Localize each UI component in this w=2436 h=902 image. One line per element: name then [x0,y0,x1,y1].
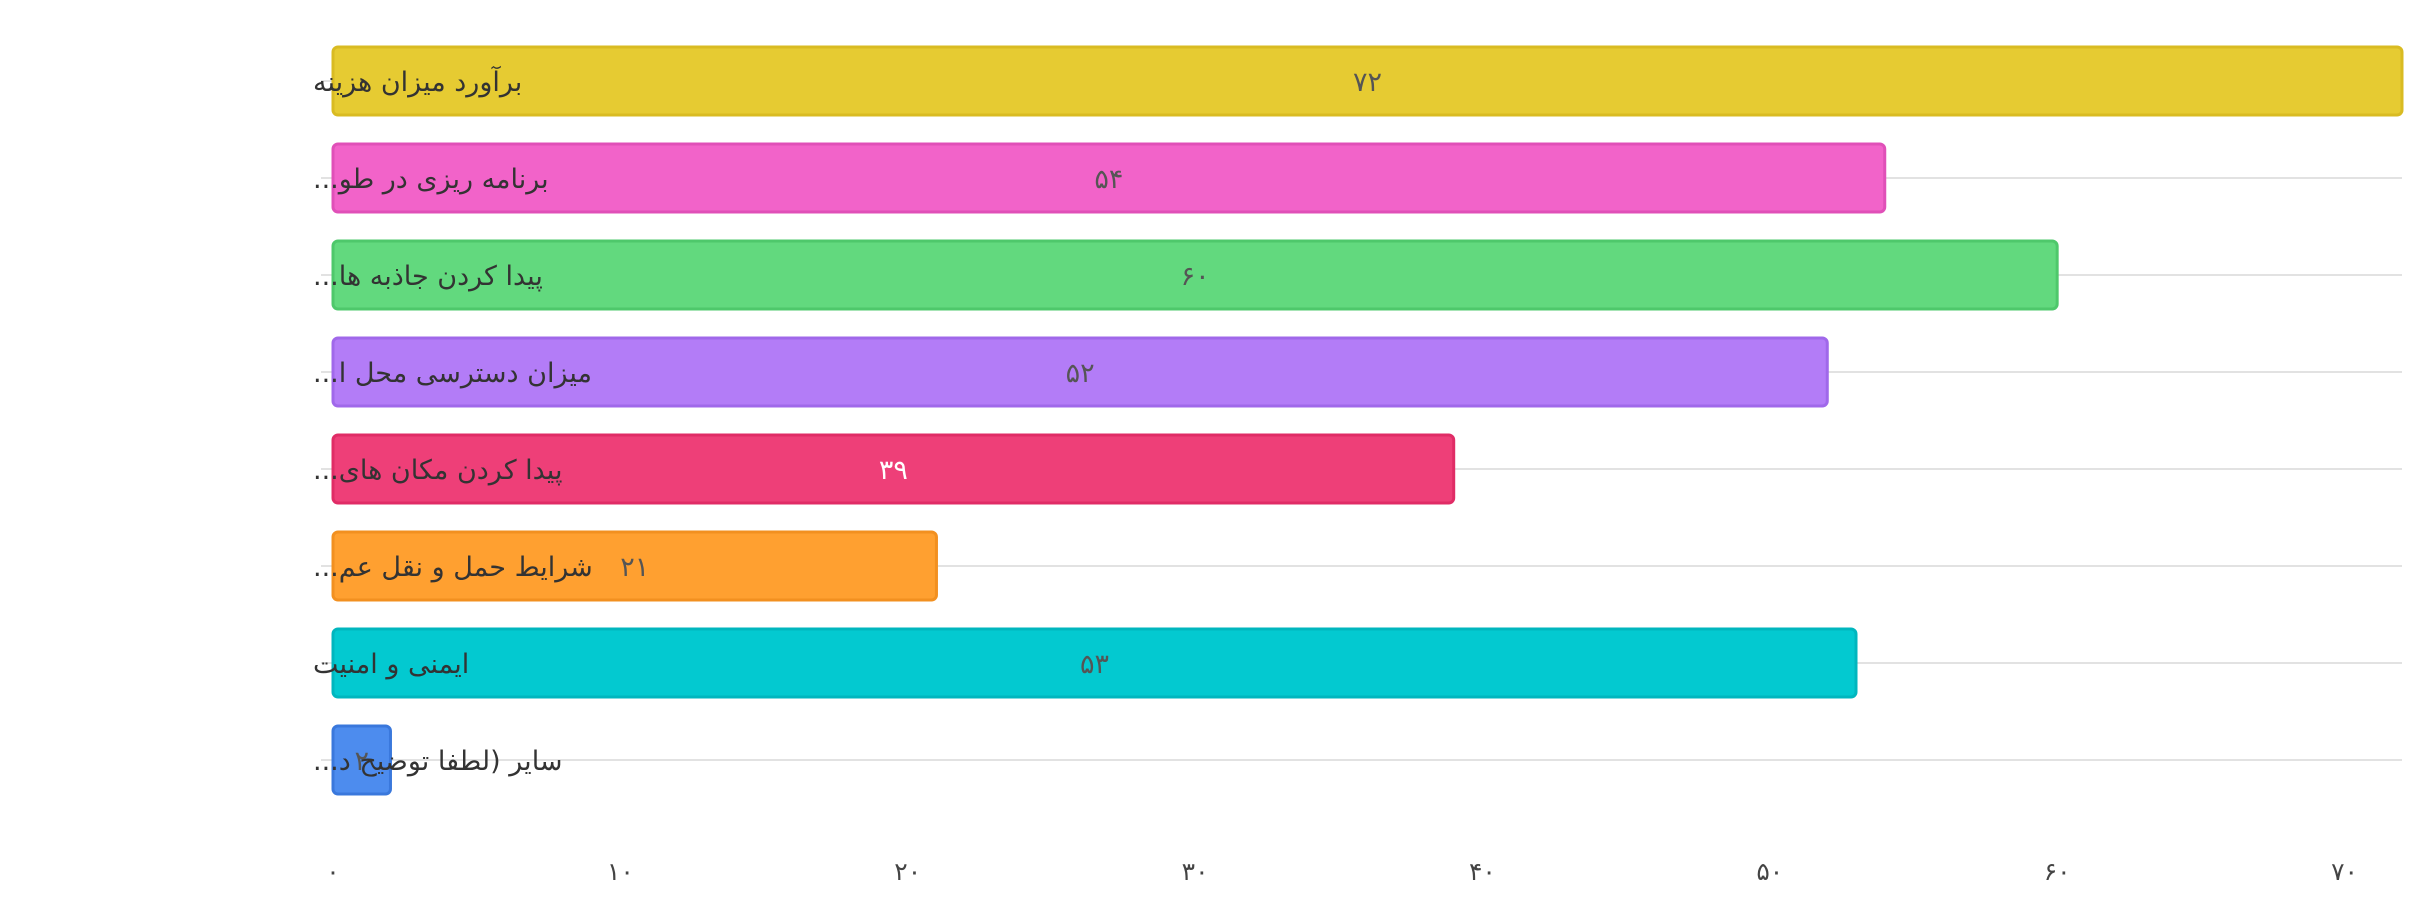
data-label: ۳۹ [879,455,908,486]
category-label: برآورد میزان هزینه [313,66,522,98]
data-label: ۷۲ [1353,67,1382,98]
category-label: شرایط حمل و نقل عم... [313,552,593,583]
category-label: پیدا کردن جاذبه ها... [313,261,543,292]
x-tick-label: ۰ [326,857,339,886]
bar[interactable] [331,142,1887,214]
bars [331,45,2404,796]
x-tick-label: ۱۰ [607,857,634,886]
bar[interactable] [331,336,1829,408]
x-tick-label: ۷۰ [2331,857,2358,886]
x-axis-ticks: ۰ ۱۰ ۲۰ ۳۰ ۴۰ ۵۰ ۶۰ ۷۰ [326,857,2358,886]
bar[interactable] [331,627,1858,699]
x-tick-label: ۵۰ [1756,857,1783,886]
category-label: برنامه ریزی در طو... [313,164,549,195]
x-tick-label: ۳۰ [1182,857,1209,886]
data-label: ۶۰ [1181,261,1210,292]
data-label: ۵۳ [1080,649,1109,680]
data-label: ۲۱ [620,552,649,583]
value-labels: ۷۲ ۵۴ ۶۰ ۵۲ ۳۹ ۲۱ ۵۳ ۲ [354,67,1382,777]
category-label: پیدا کردن مکان های... [313,455,562,486]
data-label: ۲ [354,746,369,777]
category-label: ایمنی و امنیت [313,649,469,680]
category-label: میزان دسترسی محل ا... [313,358,592,389]
bar[interactable] [331,724,392,796]
data-label: ۵۴ [1094,164,1123,195]
x-tick-label: ۲۰ [894,857,921,886]
bar[interactable] [331,45,2404,117]
x-tick-label: ۴۰ [1469,857,1496,886]
category-label: سایر (لطفا توضیح د... [313,746,563,777]
bar[interactable] [331,239,2059,311]
category-labels: برآورد میزان هزینه برنامه ریزی در طو... پی… [313,66,593,777]
bar[interactable] [331,530,938,602]
data-label: ۵۲ [1066,358,1095,389]
bar[interactable] [331,433,1456,505]
x-tick-label: ۶۰ [2044,857,2071,886]
